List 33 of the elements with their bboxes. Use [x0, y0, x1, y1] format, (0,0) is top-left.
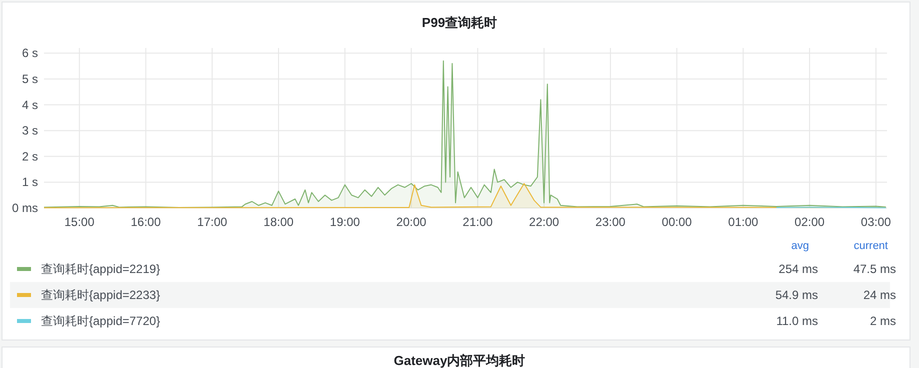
y-tick-label: 6 s [22, 46, 38, 60]
text: 54.9 ms [775, 288, 818, 302]
text: current [854, 240, 888, 252]
text: avg [791, 240, 809, 252]
x-tick-label: 02:00 [794, 215, 825, 229]
text: 254 ms [778, 262, 818, 276]
y-tick-label: 1 s [22, 175, 38, 190]
legend-label: 查询耗时{appid=2219} [41, 262, 160, 276]
y-tick-label: 0 ms [12, 201, 38, 215]
text: 47.5 ms [853, 262, 896, 276]
x-tick-label: 16:00 [130, 215, 162, 229]
y-tick-label: 3 s [22, 124, 38, 138]
x-tick-label: 21:00 [462, 215, 494, 229]
text: 24 ms [863, 288, 896, 302]
text: Gateway内部平均耗时 [394, 353, 526, 368]
y-tick-label: 5 s [22, 72, 38, 86]
x-tick-label: 00:00 [662, 215, 692, 229]
y-tick-label: 4 s [22, 98, 38, 112]
x-tick-label: 17:00 [197, 215, 228, 229]
x-tick-label: 18:00 [264, 215, 294, 229]
text: 11.0 ms [776, 314, 818, 328]
x-tick-label: 01:00 [728, 215, 759, 229]
legend-label: 查询耗时{appid=7720} [41, 314, 160, 328]
x-tick-label: 22:00 [529, 215, 560, 229]
y-tick-label: 2 s [22, 149, 38, 164]
x-tick-label: 20:00 [396, 215, 427, 229]
x-tick-label: 19:00 [330, 215, 360, 229]
x-tick-label: 15:00 [64, 215, 95, 229]
chart-title: P99查询耗时 [422, 15, 498, 30]
legend-label: 查询耗时{appid=2233} [41, 288, 160, 302]
x-tick-label: 03:00 [860, 215, 892, 229]
text: 2 ms [870, 314, 896, 328]
x-tick-label: 23:00 [595, 215, 626, 229]
